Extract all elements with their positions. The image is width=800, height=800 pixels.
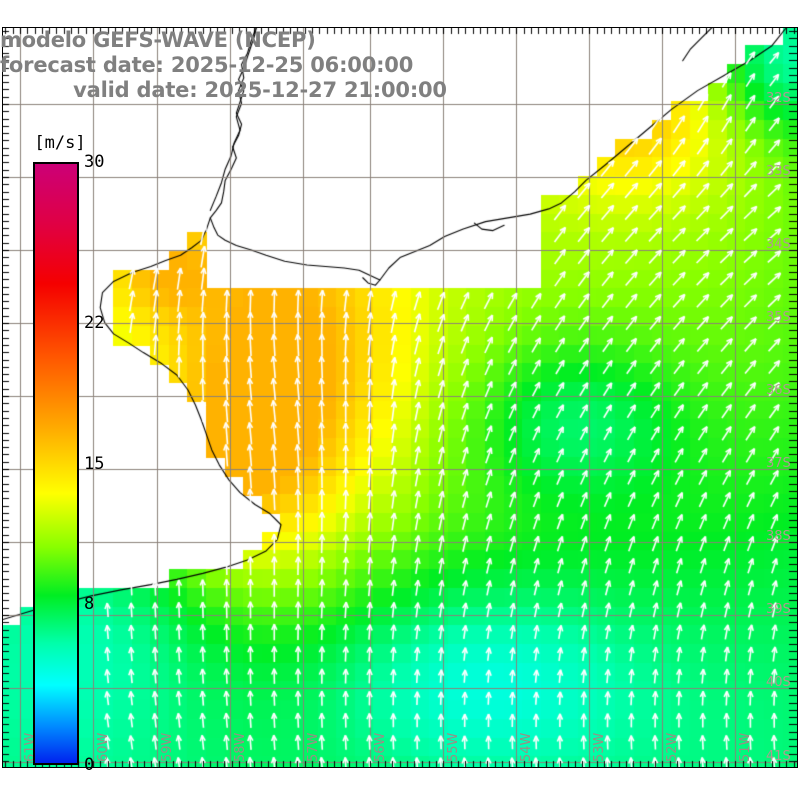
valid-date: valid date: 2025-12-27 21:00:00 [73, 78, 447, 102]
forecast-date: forecast date: 2025-12-25 06:00:00 [0, 53, 414, 77]
lat-tick-36S: 36S [766, 383, 791, 398]
colorbar-tick-22: 22 [84, 312, 105, 333]
lon-tick-53W: 53W [592, 732, 607, 762]
lon-tick-58W: 58W [233, 732, 248, 762]
lon-tick-56W: 56W [373, 732, 388, 762]
lat-tick-40S: 40S [766, 675, 791, 690]
title-block: modelo GEFS-WAVE (NCEP) forecast date: 2… [0, 28, 520, 103]
lat-tick-38S: 38S [766, 529, 791, 544]
model-title: modelo GEFS-WAVE (NCEP) [0, 28, 316, 52]
lat-tick-35S: 35S [766, 310, 791, 325]
lon-tick-51W: 51W [738, 732, 753, 762]
lat-tick-39S: 39S [766, 602, 791, 617]
axis-ticks [2, 27, 798, 768]
lon-tick-60W: 60W [96, 732, 111, 762]
lat-tick-37S: 37S [766, 456, 791, 471]
lon-tick-55W: 55W [446, 732, 461, 762]
lon-tick-59W: 59W [160, 732, 175, 762]
lat-tick-33S: 33S [766, 164, 791, 179]
colorbar-gradient [33, 162, 79, 765]
colorbar-tick-15: 15 [84, 453, 105, 474]
lon-tick-52W: 52W [665, 732, 680, 762]
map-plot-area[interactable] [2, 27, 798, 768]
lon-tick-54W: 54W [519, 732, 534, 762]
colorbar[interactable] [33, 162, 79, 765]
lat-tick-41S: 41S [766, 749, 791, 764]
colorbar-tick-0: 0 [84, 755, 95, 775]
lat-tick-32S: 32S [766, 91, 791, 106]
lon-tick-57W: 57W [306, 732, 321, 762]
colorbar-tick-30: 30 [84, 152, 105, 172]
colorbar-unit-label: [m/s] [34, 133, 86, 153]
colorbar-tick-8: 8 [84, 594, 95, 615]
lat-tick-34S: 34S [766, 237, 791, 252]
